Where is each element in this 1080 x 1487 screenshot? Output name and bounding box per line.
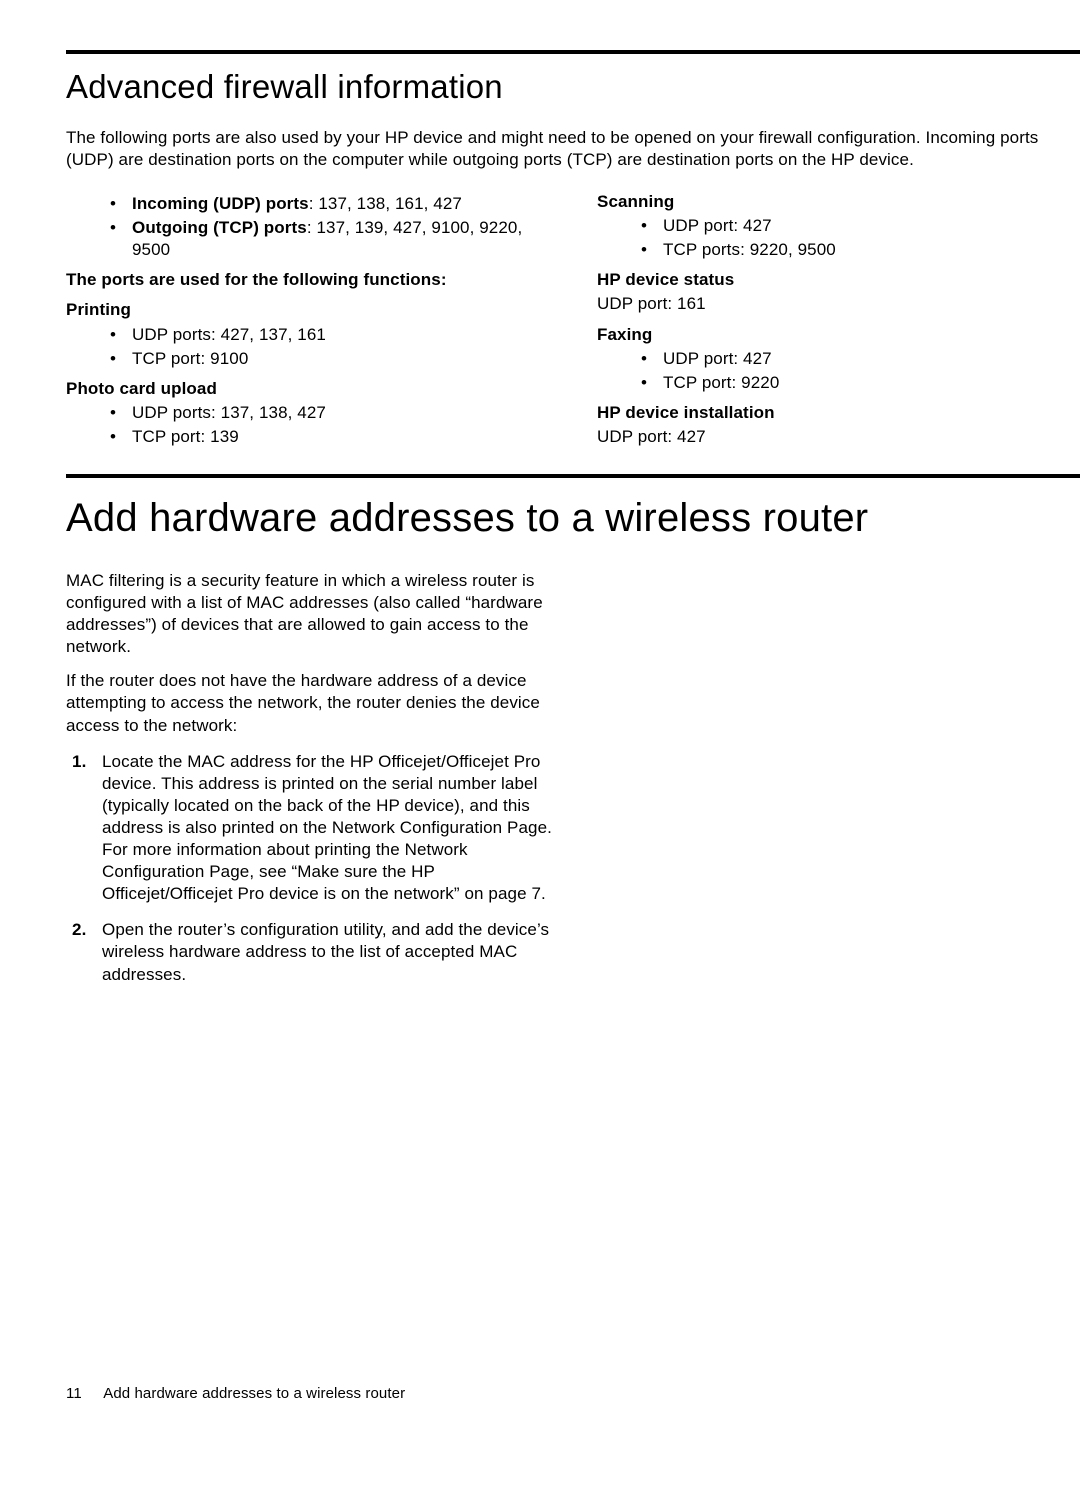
mac-column: MAC filtering is a security feature in w… bbox=[66, 570, 553, 986]
faxing-item-2: TCP port: 9220 bbox=[641, 372, 1080, 394]
incoming-ports-label: Incoming (UDP) ports bbox=[132, 194, 309, 213]
faxing-list: UDP port: 427 TCP port: 9220 bbox=[597, 348, 1080, 394]
mac-step-2: Open the router’s configuration utility,… bbox=[72, 919, 553, 985]
photo-title: Photo card upload bbox=[66, 378, 549, 400]
printing-item-2: TCP port: 9100 bbox=[110, 348, 549, 370]
install-title: HP device installation bbox=[597, 402, 1080, 424]
intro-paragraph: The following ports are also used by you… bbox=[66, 127, 1080, 171]
status-line: UDP port: 161 bbox=[597, 293, 1080, 315]
printing-title: Printing bbox=[66, 299, 549, 321]
scanning-item-2: TCP ports: 9220, 9500 bbox=[641, 239, 1080, 261]
rule-top-2 bbox=[66, 474, 1080, 478]
faxing-title: Faxing bbox=[597, 324, 1080, 346]
page-number: 11 bbox=[66, 1385, 82, 1402]
printing-item-1: UDP ports: 427, 137, 161 bbox=[110, 324, 549, 346]
section-title-firewall: Advanced firewall information bbox=[66, 66, 1080, 109]
mac-step-1: Locate the MAC address for the HP Office… bbox=[72, 751, 553, 906]
footer-label: Add hardware addresses to a wireless rou… bbox=[103, 1385, 405, 1402]
firewall-col-left: Incoming (UDP) ports: 137, 138, 161, 427… bbox=[66, 191, 549, 456]
page-footer: 11 Add hardware addresses to a wireless … bbox=[66, 1384, 405, 1404]
printing-list: UDP ports: 427, 137, 161 TCP port: 9100 bbox=[66, 324, 549, 370]
mac-p1: MAC filtering is a security feature in w… bbox=[66, 570, 553, 658]
ports-summary-list: Incoming (UDP) ports: 137, 138, 161, 427… bbox=[66, 193, 549, 261]
functions-heading: The ports are used for the following fun… bbox=[66, 269, 549, 291]
rule-top-1 bbox=[66, 50, 1080, 54]
incoming-ports-values: : 137, 138, 161, 427 bbox=[309, 194, 462, 213]
scanning-item-1: UDP port: 427 bbox=[641, 215, 1080, 237]
photo-item-2: TCP port: 139 bbox=[110, 426, 549, 448]
incoming-ports-line: Incoming (UDP) ports: 137, 138, 161, 427 bbox=[110, 193, 549, 215]
document-page: { "section1": { "title": "Advanced firew… bbox=[0, 50, 1080, 1447]
status-title: HP device status bbox=[597, 269, 1080, 291]
scanning-title: Scanning bbox=[597, 191, 1080, 213]
firewall-col-right: Scanning UDP port: 427 TCP ports: 9220, … bbox=[597, 191, 1080, 456]
outgoing-ports-line: Outgoing (TCP) ports: 137, 139, 427, 910… bbox=[110, 217, 549, 261]
outgoing-ports-label: Outgoing (TCP) ports bbox=[132, 218, 307, 237]
mac-p2: If the router does not have the hardware… bbox=[66, 670, 553, 736]
faxing-item-1: UDP port: 427 bbox=[641, 348, 1080, 370]
section-title-mac: Add hardware addresses to a wireless rou… bbox=[66, 492, 1080, 544]
firewall-columns: Incoming (UDP) ports: 137, 138, 161, 427… bbox=[66, 191, 1080, 456]
scanning-list: UDP port: 427 TCP ports: 9220, 9500 bbox=[597, 215, 1080, 261]
photo-item-1: UDP ports: 137, 138, 427 bbox=[110, 402, 549, 424]
install-line: UDP port: 427 bbox=[597, 426, 1080, 448]
photo-list: UDP ports: 137, 138, 427 TCP port: 139 bbox=[66, 402, 549, 448]
mac-steps: Locate the MAC address for the HP Office… bbox=[66, 751, 553, 986]
